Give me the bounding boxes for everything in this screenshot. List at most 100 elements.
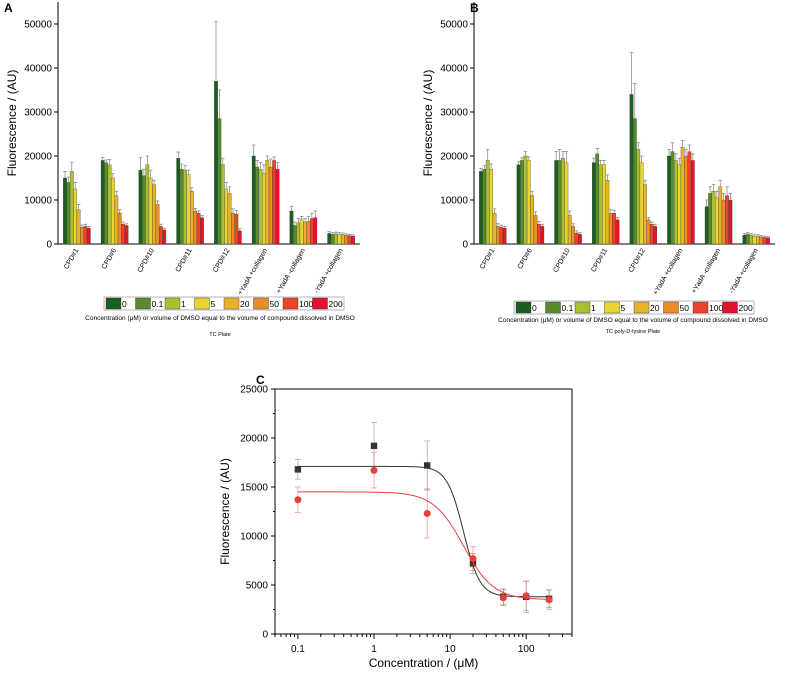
bar-a xyxy=(251,155,256,245)
bar-b xyxy=(708,193,712,245)
bar-a xyxy=(220,164,225,245)
bar-b xyxy=(742,235,747,245)
bar-b xyxy=(574,232,579,245)
bar-b xyxy=(725,195,729,245)
data-point-red xyxy=(423,509,431,517)
bar-b xyxy=(636,149,641,245)
bar-b xyxy=(520,160,524,245)
bar-b xyxy=(530,195,534,245)
legend-swatch-a xyxy=(135,297,151,310)
bar-a xyxy=(262,173,266,245)
x-axis-label-b: Concentration (μM) or volume of DMSO equ… xyxy=(498,317,768,324)
bar-b xyxy=(715,197,719,245)
x-tick-label-b: CPD#10 xyxy=(552,247,571,274)
y-tick-label-b: 50000 xyxy=(440,20,468,31)
bar-b xyxy=(540,226,545,245)
bar-b xyxy=(646,219,651,245)
bar-a xyxy=(162,229,167,245)
x-tick-label-a: -YadA +collagen xyxy=(313,247,344,294)
y-tick-label-a: 30000 xyxy=(24,108,52,119)
bar-b xyxy=(762,237,767,245)
bar-b xyxy=(749,235,753,245)
bar-b xyxy=(564,162,569,245)
legend-label-a: 20 xyxy=(240,299,250,309)
y-tick-label-b: 40000 xyxy=(440,64,468,75)
legend-label-a: 1 xyxy=(181,299,186,309)
legend-swatch-b xyxy=(722,301,738,314)
y-tick-label-c: 25000 xyxy=(240,385,268,396)
bar-a xyxy=(155,204,160,245)
bar-a xyxy=(340,234,345,245)
bar-b xyxy=(670,151,675,245)
x-tick-label-a: CPD#10 xyxy=(137,247,156,274)
x-tick-label-a: CPD#1 xyxy=(63,247,80,270)
bar-b xyxy=(571,226,575,245)
bar-b xyxy=(496,226,500,245)
bar-b xyxy=(516,164,521,245)
bar-a xyxy=(268,166,273,245)
bar-b xyxy=(561,158,565,245)
bar-b xyxy=(690,160,695,245)
y-tick-label-c: 0 xyxy=(262,630,268,641)
legend-b: 0 0.1 1 5 20 50 100 200 xyxy=(513,300,755,315)
data-point-black xyxy=(423,462,431,469)
bar-a xyxy=(330,234,335,245)
bar-a xyxy=(114,195,119,245)
legend-swatch-a xyxy=(164,297,181,310)
y-tick-label-a: 50000 xyxy=(24,20,52,31)
bar-b xyxy=(649,224,654,245)
legend-swatch-a xyxy=(312,297,328,310)
panel-label-c: C xyxy=(256,373,265,387)
bar-b xyxy=(537,224,541,245)
bar-b xyxy=(745,234,750,245)
bar-b xyxy=(759,236,764,245)
y-axis-label-a: Fluorescence / (AU) xyxy=(5,70,19,177)
bar-b xyxy=(591,162,596,245)
bar-b xyxy=(557,160,562,245)
y-tick-label-c: 5000 xyxy=(246,581,269,592)
bar-a xyxy=(296,222,301,245)
bar-a xyxy=(176,158,181,245)
bar-b xyxy=(615,219,620,245)
bar-a xyxy=(272,160,276,245)
subtitle-a: TC Plate xyxy=(209,332,230,338)
bar-a xyxy=(111,177,115,245)
bar-a xyxy=(265,160,270,245)
bar-b xyxy=(492,213,497,245)
bar-b xyxy=(718,186,723,245)
bar-a xyxy=(63,177,67,245)
bar-a xyxy=(121,224,125,245)
bar-a xyxy=(86,228,91,245)
legend-swatch-b xyxy=(692,301,709,314)
data-point-red xyxy=(545,596,553,604)
panel-label-a: A xyxy=(4,1,13,15)
y-tick-label-c: 20000 xyxy=(240,434,268,445)
data-point-black xyxy=(294,466,302,473)
legend-swatch-b xyxy=(663,301,679,314)
bar-a xyxy=(148,177,153,245)
legend-label-b: 5 xyxy=(621,303,626,313)
bar-b xyxy=(766,237,770,245)
y-tick-label-b: 0 xyxy=(462,240,468,251)
bar-b xyxy=(523,155,528,245)
bar-a xyxy=(337,234,342,245)
bar-b xyxy=(533,215,538,245)
bar-b xyxy=(756,235,760,245)
y-tick-label-c: 10000 xyxy=(240,532,268,543)
data-point-red xyxy=(370,466,378,474)
y-tick-label-b: 30000 xyxy=(440,108,468,119)
bar-a xyxy=(231,213,235,245)
y-tick-label-a: 0 xyxy=(46,240,52,251)
bar-a xyxy=(159,226,163,245)
bar-a xyxy=(275,169,280,245)
legend-label-b: 50 xyxy=(680,303,690,313)
x-tick-label-c: 10 xyxy=(445,644,457,655)
bar-b xyxy=(674,160,678,245)
bar-a xyxy=(73,188,78,245)
legend-swatch-a xyxy=(253,297,269,310)
bar-b xyxy=(704,206,709,245)
bar-a xyxy=(214,81,218,245)
bar-a xyxy=(69,171,74,245)
bar-a xyxy=(179,169,184,245)
bar-a xyxy=(124,225,129,245)
